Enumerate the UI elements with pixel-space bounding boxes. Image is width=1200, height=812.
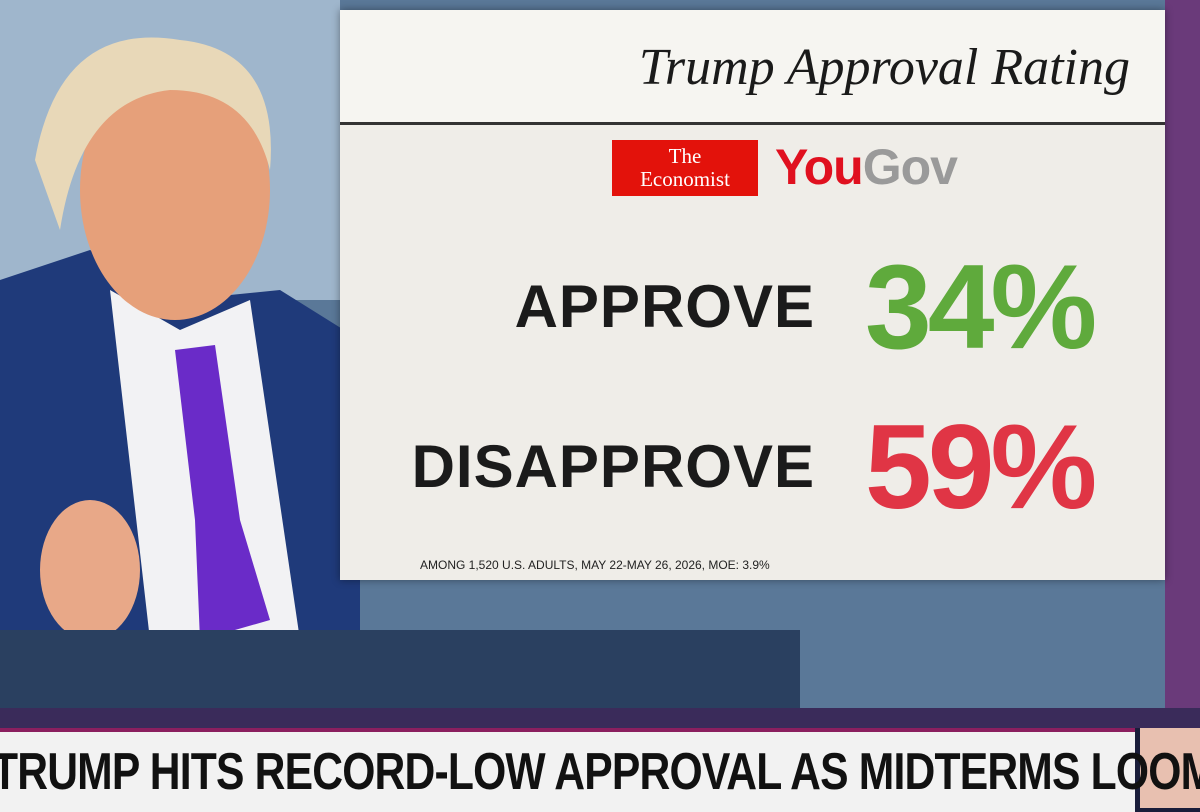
poll-panel: Trump Approval Rating The Economist YouG… xyxy=(340,10,1165,580)
row-label: APPROVE xyxy=(514,273,815,340)
yougov-you: You xyxy=(775,139,864,195)
yougov-gov: Gov xyxy=(862,139,958,195)
title: Trump Approval Rating xyxy=(638,39,1130,96)
headline: TRUMP HITS RECORD-LOW APPROVAL AS MIDTER… xyxy=(0,743,1200,801)
economist-line: The xyxy=(668,144,702,168)
economist-logo: The Economist xyxy=(612,140,758,196)
row-value: 34% xyxy=(865,240,1097,374)
ticker: TRUMP HITS RECORD-LOW APPROVAL AS MIDTER… xyxy=(0,728,1200,812)
title-bar: Trump Approval Rating xyxy=(340,10,1165,125)
yougov-logo: YouGov xyxy=(775,138,958,196)
economist-line: Economist xyxy=(640,167,730,191)
row-label: DISAPPROVE xyxy=(411,433,815,500)
footnote: AMONG 1,520 U.S. ADULTS, MAY 22-MAY 26, … xyxy=(420,558,770,572)
row-value: 59% xyxy=(865,400,1097,534)
